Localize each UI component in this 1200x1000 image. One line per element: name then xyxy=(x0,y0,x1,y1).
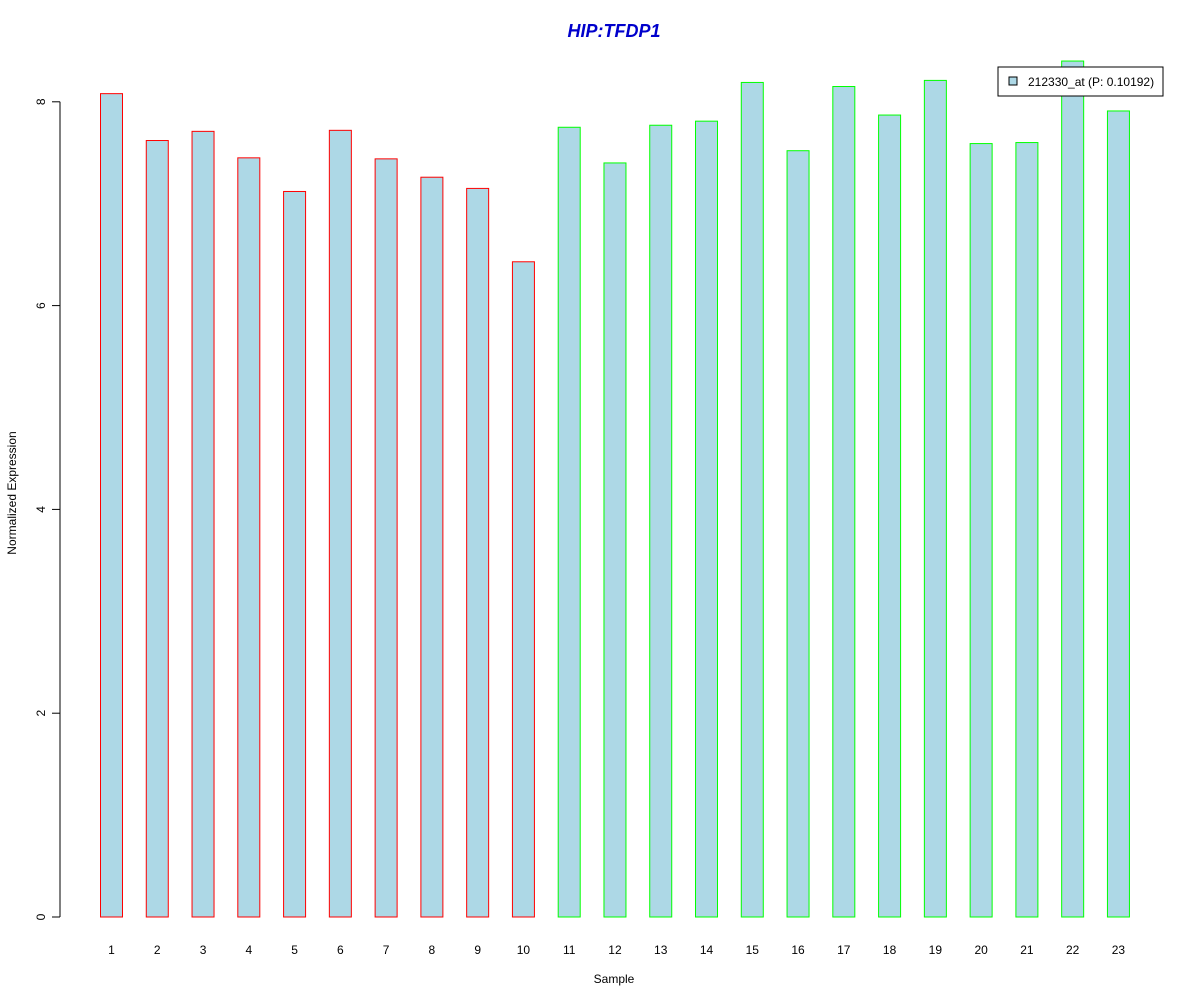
bar-sample-1 xyxy=(100,93,123,918)
bar-sample-4 xyxy=(237,157,261,918)
bar-sample-20 xyxy=(969,143,993,918)
x-tick-label: 8 xyxy=(429,943,436,957)
bar-sample-9 xyxy=(466,187,490,918)
x-tick-label: 9 xyxy=(474,943,481,957)
x-tick-label: 1 xyxy=(108,943,115,957)
x-tick-label: 3 xyxy=(200,943,207,957)
x-tick-label: 14 xyxy=(700,943,714,957)
x-tick-label: 5 xyxy=(291,943,298,957)
x-tick-label: 2 xyxy=(154,943,161,957)
bar-sample-5 xyxy=(283,190,307,918)
bar-sample-7 xyxy=(374,158,398,918)
bar-sample-18 xyxy=(878,114,902,918)
bar-sample-12 xyxy=(603,162,627,918)
y-tick-label: 6 xyxy=(34,302,48,309)
bar-sample-23 xyxy=(1106,110,1130,918)
bar-sample-13 xyxy=(649,124,673,918)
bar-sample-14 xyxy=(695,120,719,918)
legend-swatch xyxy=(1008,76,1018,86)
x-tick-label: 11 xyxy=(563,943,576,957)
bar-sample-11 xyxy=(557,126,581,918)
bar-sample-6 xyxy=(328,129,352,918)
y-tick-label: 0 xyxy=(34,913,48,920)
x-tick-label: 15 xyxy=(746,943,760,957)
x-tick-label: 17 xyxy=(837,943,851,957)
legend-label: 212330_at (P: 0.10192) xyxy=(1028,75,1154,89)
legend: 212330_at (P: 0.10192) xyxy=(997,66,1164,97)
bar-sample-15 xyxy=(740,81,764,918)
y-tick-label: 4 xyxy=(34,506,48,513)
x-tick-label: 22 xyxy=(1066,943,1080,957)
legend-box xyxy=(997,66,1164,97)
x-tick-label: 13 xyxy=(654,943,668,957)
x-tick-label: 4 xyxy=(245,943,252,957)
y-tick-label: 8 xyxy=(34,98,48,105)
x-tick-label: 18 xyxy=(883,943,897,957)
x-tick-label: 20 xyxy=(974,943,988,957)
x-tick-labels: 1 2 3 4 5 6 7 8 9 10 11 12 13 14 15 16 17 18 19 20 21 22 23 xyxy=(108,943,1125,957)
bar-sample-3 xyxy=(191,130,215,918)
bar-sample-17 xyxy=(832,86,856,918)
x-tick-label: 10 xyxy=(517,943,531,957)
y-axis-label: Normalized Expression xyxy=(5,431,19,554)
y-axis: 0 2 4 6 8 xyxy=(34,98,61,920)
bar-sample-10 xyxy=(511,261,535,918)
x-tick-label: 6 xyxy=(337,943,344,957)
x-tick-label: 16 xyxy=(791,943,805,957)
x-tick-label: 23 xyxy=(1112,943,1126,957)
bar-sample-21 xyxy=(1015,142,1039,918)
y-tick-label: 2 xyxy=(34,710,48,717)
x-axis-label: Sample xyxy=(594,972,635,986)
x-tick-label: 21 xyxy=(1020,943,1034,957)
chart-title: HIP:TFDP1 xyxy=(567,21,660,41)
bar-sample-2 xyxy=(145,140,169,918)
bars-group xyxy=(100,60,1130,918)
x-tick-label: 19 xyxy=(929,943,943,957)
bar-sample-16 xyxy=(786,150,810,918)
x-tick-label: 7 xyxy=(383,943,390,957)
bar-sample-19 xyxy=(923,79,947,918)
x-tick-label: 12 xyxy=(608,943,622,957)
bar-sample-8 xyxy=(420,176,444,918)
bar-sample-22 xyxy=(1061,60,1085,918)
